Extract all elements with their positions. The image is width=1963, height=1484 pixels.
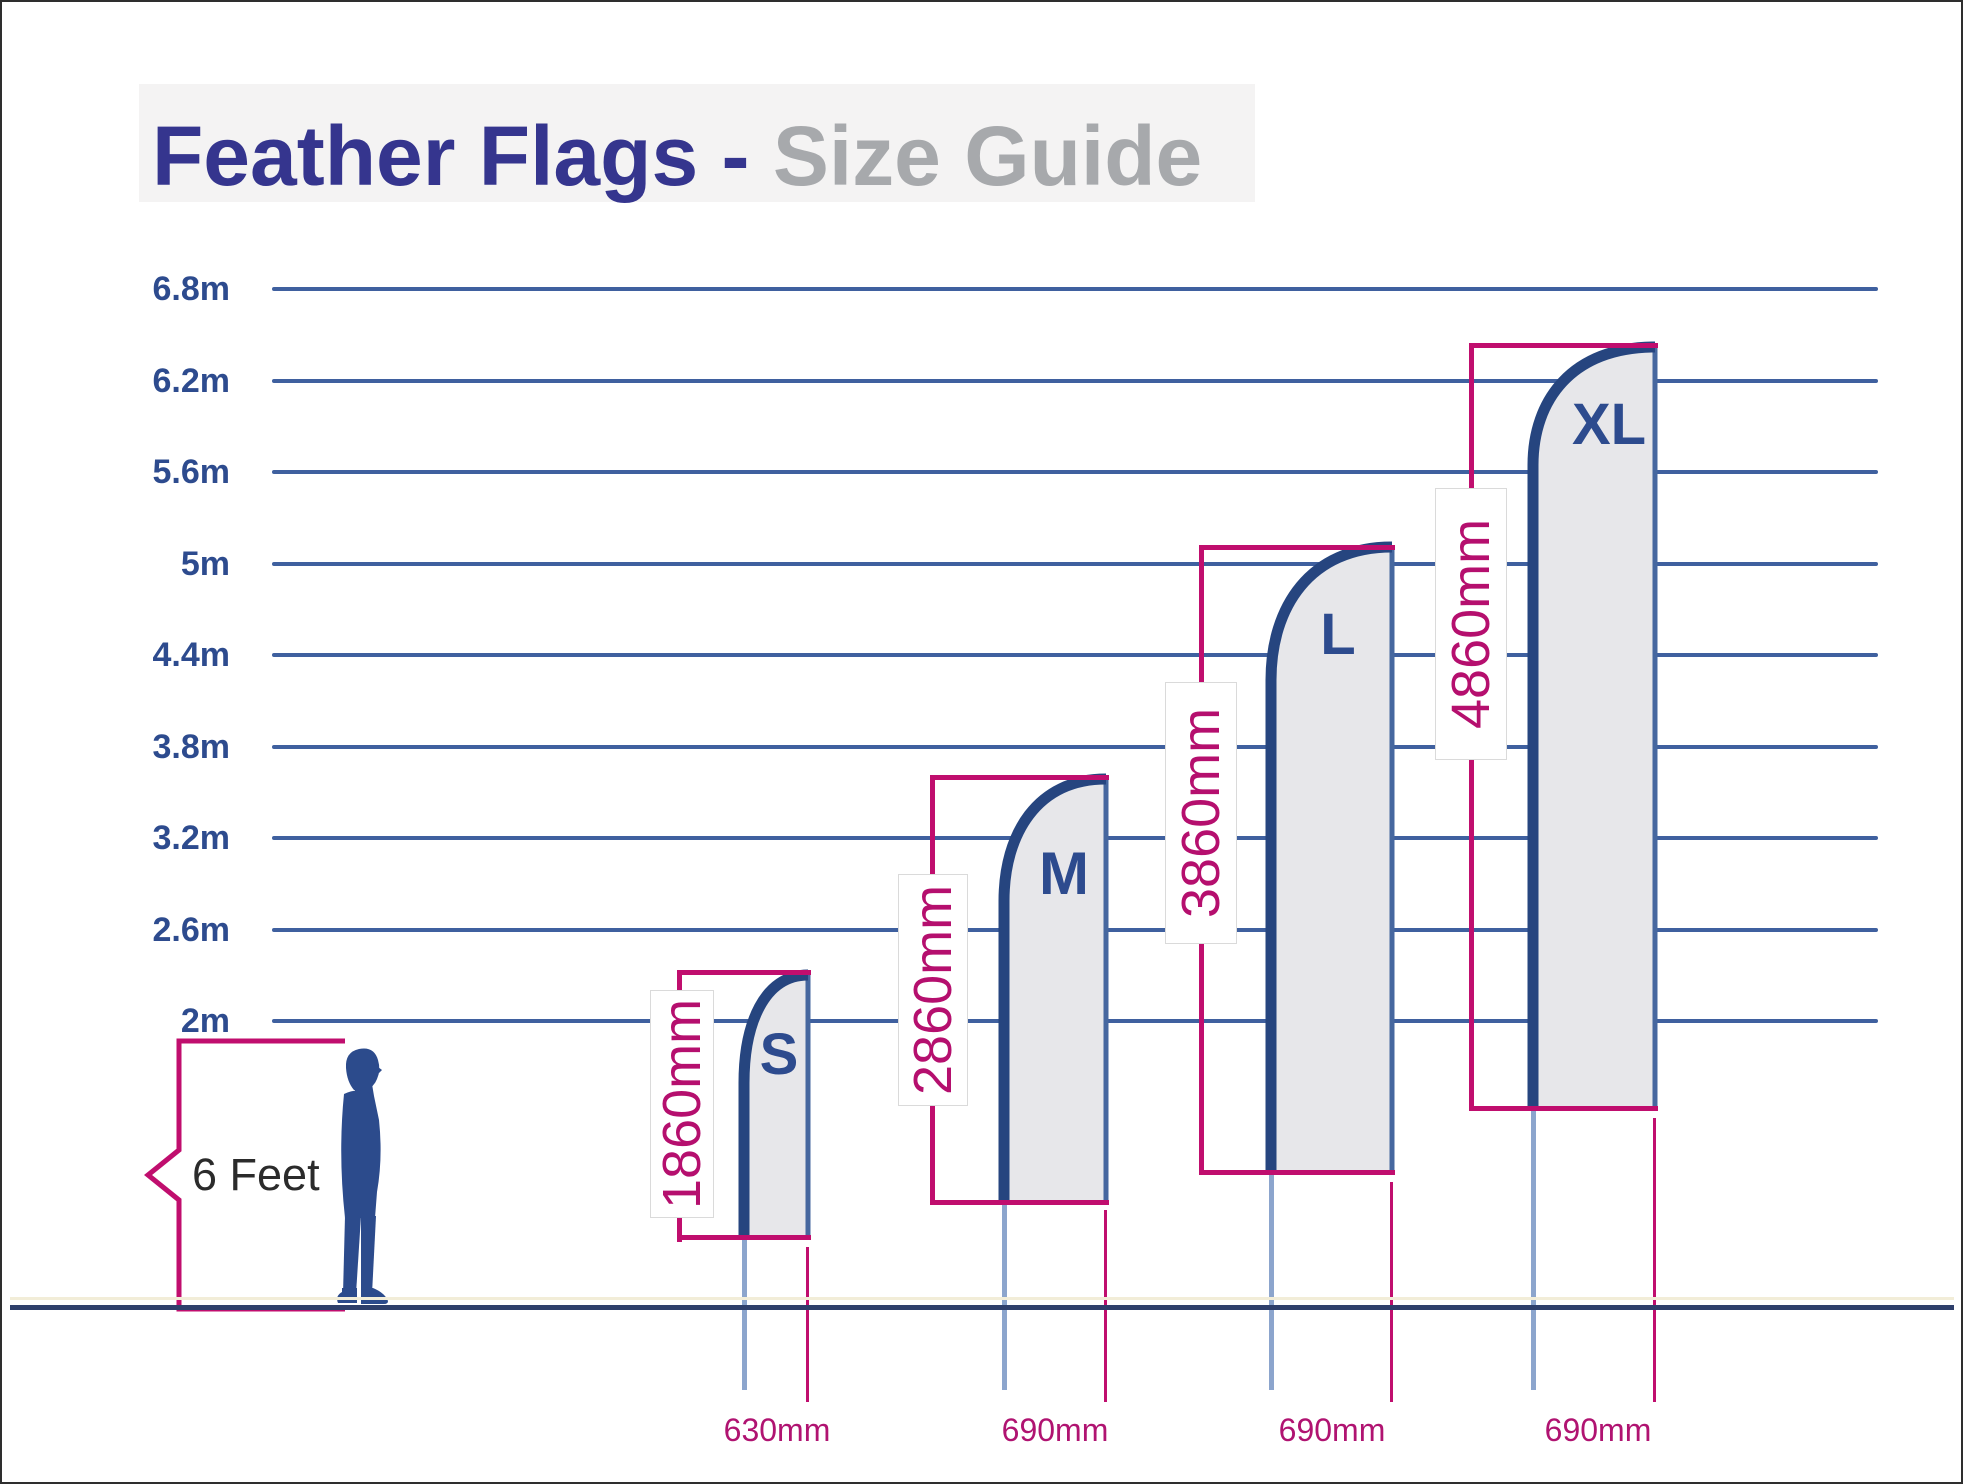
flag-xl-width-line [1653, 1118, 1656, 1402]
axis-label-2-6m: 2.6m [152, 911, 231, 949]
axis-label-5m: 5m [180, 545, 230, 583]
flag-m-size-letter: M [1039, 840, 1089, 907]
flag-s-height-label: 1860mm [650, 990, 714, 1218]
flag-s-pole [742, 1239, 747, 1390]
gridline-5-6m [272, 470, 1878, 474]
axis-label-3-8m: 3.8m [152, 728, 231, 766]
page-title-secondary: Size Guide [772, 109, 1203, 203]
gridline-6-8m [272, 287, 1878, 291]
gridline-6-2m [272, 379, 1878, 383]
flag-xl-height-bracket-top-tick [1469, 343, 1658, 348]
flag-l-width-label: 690mm [1278, 1412, 1386, 1448]
axis-label-2m: 2m [180, 1002, 230, 1040]
flag-xl-pole [1531, 1110, 1536, 1390]
flag-l-size-letter: L [1320, 602, 1356, 667]
axis-label-6-2m: 6.2m [152, 362, 231, 400]
ground-highlight-line [10, 1297, 1954, 1300]
gridline-5m [272, 562, 1878, 566]
flag-m-shape [998, 773, 1109, 1202]
axis-label-5-6m: 5.6m [152, 453, 231, 491]
flag-m-height-bracket-top-tick [930, 775, 1109, 780]
flag-l-width-line [1390, 1182, 1393, 1402]
page-title: Feather Flags - Size Guide [152, 112, 1352, 204]
axis-label-6-8m: 6.8m [152, 270, 231, 308]
gridline-3-8m [272, 745, 1878, 749]
flag-s-width-label: 630mm [723, 1412, 831, 1448]
gridline-4-4m [272, 653, 1878, 657]
axis-label-4-4m: 4.4m [152, 636, 231, 674]
person-silhouette [337, 1048, 388, 1304]
flag-xl-shape [1527, 341, 1658, 1110]
flag-m-pole [1002, 1202, 1007, 1390]
flag-xl-width-label: 690mm [1544, 1412, 1652, 1448]
axis-label-3-2m: 3.2m [152, 819, 231, 857]
flag-l-height-bracket-top-tick [1199, 545, 1395, 550]
flag-l-height-label: 3860mm [1165, 682, 1237, 944]
flag-l-pole [1269, 1174, 1274, 1390]
flag-xl-size-letter: XL [1571, 392, 1647, 457]
flag-s-shape [738, 969, 811, 1239]
title-background-panel [139, 84, 1255, 202]
six-feet-label: 6 Feet [192, 1149, 320, 1200]
flag-m-height-label: 2860mm [898, 874, 968, 1106]
flag-l-shape [1265, 541, 1395, 1174]
flag-m-height-bracket-bottom-tick [930, 1200, 1109, 1205]
flag-l-height-bracket-bottom-tick [1199, 1170, 1395, 1175]
ground-line [10, 1305, 1954, 1310]
flag-s-width-line [806, 1247, 809, 1402]
flag-s-height-bracket-bottom-tick [677, 1235, 811, 1240]
flag-xl-height-bracket-bottom-tick [1469, 1106, 1658, 1111]
flag-s-size-letter: S [759, 1022, 799, 1087]
page-title-primary: Feather Flags - [152, 109, 773, 203]
flag-s-height-bracket-top-tick [677, 970, 811, 975]
flag-m-width-label: 690mm [1001, 1412, 1109, 1448]
flag-xl-height-label: 4860mm [1435, 488, 1507, 760]
